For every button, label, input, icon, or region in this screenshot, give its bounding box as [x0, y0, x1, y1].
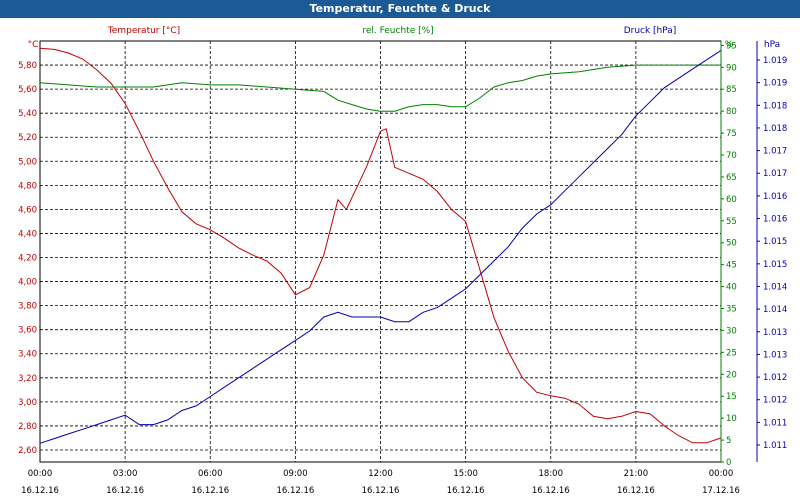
- pressure-tick-label: 1.017: [763, 147, 787, 157]
- humidity-tick-label: 5: [726, 436, 731, 446]
- x-tick-date: 16.12.16: [191, 486, 229, 496]
- humidity-tick-label: 70: [726, 151, 737, 161]
- x-tick-date: 17.12.16: [702, 486, 740, 496]
- pressure-tick-label: 1.019: [763, 79, 787, 89]
- pressure-tick-label: 1.014: [763, 305, 787, 315]
- humidity-tick-label: 50: [726, 239, 737, 249]
- humidity-unit-label: %: [725, 40, 734, 50]
- humidity-tick-label: 40: [726, 283, 737, 293]
- humidity-tick-label: 60: [726, 195, 737, 205]
- temperature-tick-label: 5,80: [18, 61, 37, 71]
- pressure-tick-label: 1.018: [763, 124, 787, 134]
- grid-lines: [40, 41, 721, 462]
- temperature-tick-label: 3,00: [18, 398, 37, 408]
- humidity-tick-label: 95: [726, 41, 737, 51]
- temperature-tick-label: 4,60: [18, 205, 37, 215]
- x-tick-time: 15:00: [453, 469, 478, 479]
- temperature-tick-label: 5,60: [18, 85, 37, 95]
- pressure-axis-title: Druck [hPa]: [624, 26, 677, 36]
- x-tick-time: 00:00: [709, 469, 734, 479]
- temperature-tick-label: 2,60: [18, 446, 37, 456]
- humidity-tick-label: 25: [726, 348, 737, 358]
- humidity-tick-label: 80: [726, 107, 737, 117]
- temperature-tick-label: 5,00: [18, 157, 37, 167]
- humidity-tick-label: 30: [726, 326, 737, 336]
- x-tick-time: 06:00: [198, 469, 223, 479]
- temperature-unit-label: °C: [28, 40, 39, 50]
- temperature-tick-label: 5,40: [18, 109, 37, 119]
- window-title: Temperatur, Feuchte & Druck: [0, 0, 800, 18]
- humidity-tick-label: 15: [726, 392, 737, 402]
- x-tick-time: 18:00: [539, 469, 564, 479]
- humidity-tick-label: 75: [726, 129, 737, 139]
- pressure-tick-label: 1.016: [763, 215, 787, 225]
- temperature-axis-title: Temperatur [°C]: [107, 26, 180, 36]
- pressure-tick-label: 1.012: [763, 373, 787, 383]
- pressure-unit-label: hPa: [764, 40, 780, 50]
- pressure-tick-label: 1.016: [763, 192, 787, 202]
- pressure-tick-label: 1.011: [763, 441, 787, 451]
- x-tick-time: 12:00: [368, 469, 393, 479]
- humidity-tick-label: 65: [726, 173, 737, 183]
- pressure-tick-label: 1.015: [763, 237, 787, 247]
- temperature-tick-label: 4,40: [18, 229, 37, 239]
- pressure-tick-label: 1.013: [763, 350, 787, 360]
- temperature-tick-label: 4,20: [18, 254, 37, 264]
- x-tick-time: 21:00: [624, 469, 649, 479]
- pressure-tick-label: 1.011: [763, 418, 787, 428]
- humidity-axis-title: rel. Feuchte [%]: [362, 26, 433, 36]
- humidity-tick-label: 0: [726, 458, 731, 468]
- x-tick-date: 16.12.16: [617, 486, 655, 496]
- x-tick-date: 16.12.16: [276, 486, 314, 496]
- x-tick-date: 16.12.16: [362, 486, 400, 496]
- x-tick-date: 16.12.16: [21, 486, 59, 496]
- x-tick-date: 16.12.16: [106, 486, 144, 496]
- humidity-tick-label: 10: [726, 414, 737, 424]
- temperature-tick-label: 4,00: [18, 278, 37, 288]
- temperature-tick-label: 5,20: [18, 133, 37, 143]
- x-tick-date: 16.12.16: [532, 486, 570, 496]
- series-lines: [39, 47, 722, 444]
- humidity-tick-label: 85: [726, 85, 737, 95]
- humidity-tick-label: 55: [726, 217, 737, 227]
- humidity-series-line: [39, 64, 721, 112]
- temperature-tick-label: 4,80: [18, 181, 37, 191]
- temperature-tick-label: 2,80: [18, 422, 37, 432]
- humidity-tick-label: 90: [726, 63, 737, 73]
- tick-labels: 00:00 16.12.16 03:00 16.12.16 06:00 16.12.16 0…: [18, 41, 787, 496]
- temperature-tick-label: 3,40: [18, 350, 37, 360]
- pressure-tick-label: 1.015: [763, 260, 787, 270]
- x-tick-date: 16.12.16: [447, 486, 485, 496]
- x-tick-time: 03:00: [113, 469, 138, 479]
- pressure-tick-label: 1.019: [763, 56, 787, 66]
- humidity-tick-label: 45: [726, 261, 737, 271]
- pressure-tick-label: 1.018: [763, 101, 787, 111]
- x-tick-time: 00:00: [28, 469, 53, 479]
- temperature-series-line: [39, 47, 722, 444]
- pressure-series-line: [39, 49, 722, 444]
- humidity-tick-label: 35: [726, 305, 737, 315]
- x-tick-time: 09:00: [283, 469, 308, 479]
- pressure-tick-label: 1.017: [763, 169, 787, 179]
- temperature-tick-label: 3,20: [18, 374, 37, 384]
- pressure-tick-label: 1.014: [763, 282, 787, 292]
- humidity-tick-label: 20: [726, 370, 737, 380]
- temperature-tick-label: 3,80: [18, 302, 37, 312]
- temperature-tick-label: 3,60: [18, 326, 37, 336]
- pressure-tick-label: 1.013: [763, 328, 787, 338]
- pressure-tick-label: 1.012: [763, 396, 787, 406]
